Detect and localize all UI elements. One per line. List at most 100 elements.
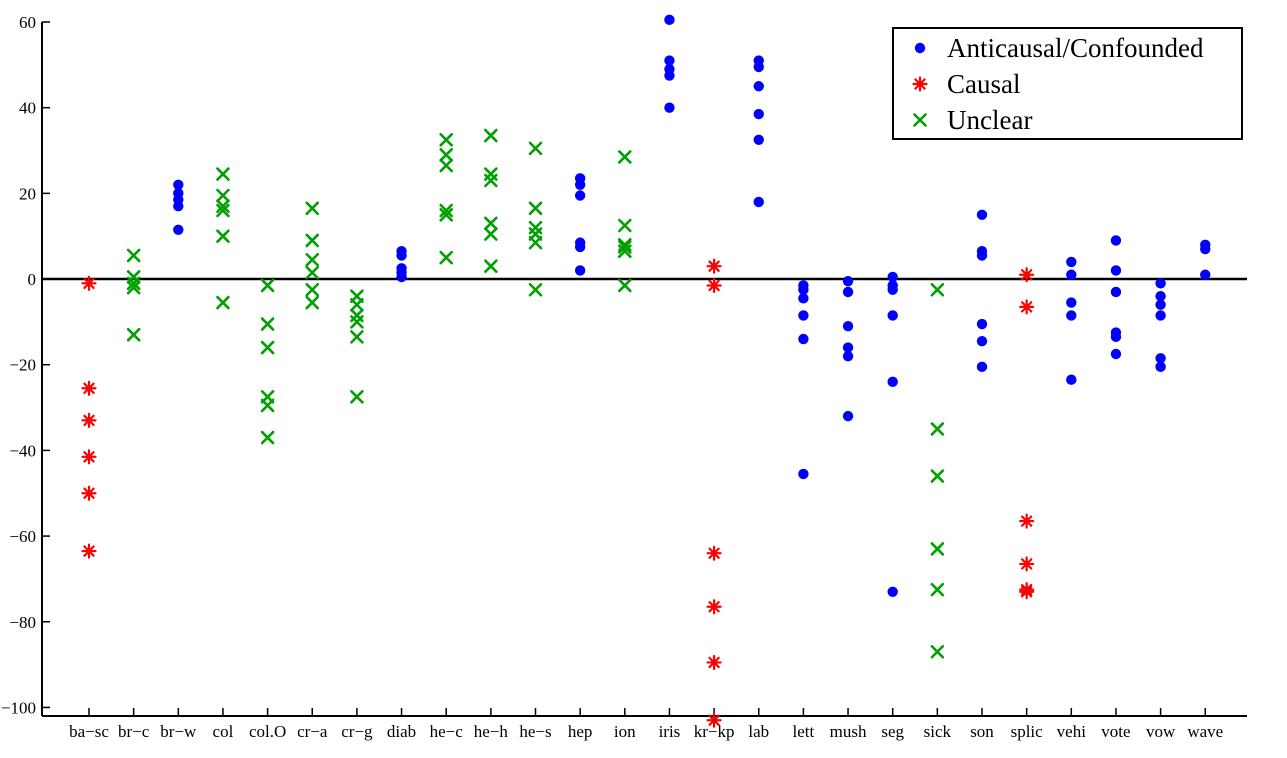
data-point-causal bbox=[81, 275, 97, 291]
x-tick-label: vote bbox=[1101, 722, 1130, 741]
data-point-unclear bbox=[216, 295, 230, 310]
legend-label-anticausal-confounded: Anticausal/Confounded bbox=[947, 33, 1204, 63]
data-point-anticausal-confounded bbox=[396, 271, 407, 283]
x-tick-label: sick bbox=[924, 722, 952, 741]
data-point-unclear bbox=[439, 158, 453, 173]
data-point-unclear bbox=[350, 330, 364, 344]
data-point-anticausal-confounded bbox=[1155, 310, 1166, 321]
data-point-causal bbox=[81, 380, 97, 396]
data-point-anticausal-confounded bbox=[798, 468, 809, 480]
x-axis-ticks: ba−sc br−c br−w col col.O cr−a cr−g diab he−c he−… bbox=[69, 708, 1223, 741]
x-tick-label: lab bbox=[748, 722, 769, 741]
data-point-anticausal-confounded bbox=[1155, 353, 1166, 364]
data-point-anticausal-confounded bbox=[753, 134, 764, 146]
data-point-causal bbox=[1019, 267, 1035, 283]
data-point-anticausal-confounded bbox=[1066, 297, 1077, 308]
data-point-unclear bbox=[484, 173, 498, 188]
y-tick-label: 60 bbox=[19, 13, 36, 32]
x-tick-label: he−h bbox=[474, 722, 509, 741]
data-point-causal bbox=[1019, 513, 1035, 529]
data-point-unclear bbox=[439, 133, 453, 147]
axes bbox=[41, 22, 1247, 717]
x-tick-label: ba−sc bbox=[69, 722, 109, 741]
x-tick-label: col bbox=[213, 722, 234, 741]
x-tick-label: son bbox=[970, 722, 994, 741]
data-point-unclear bbox=[350, 297, 364, 312]
data-point-unclear bbox=[528, 201, 543, 216]
data-point-causal bbox=[81, 412, 97, 429]
data-point-causal bbox=[706, 258, 722, 274]
data-point-anticausal-confounded bbox=[842, 350, 854, 362]
data-point-unclear bbox=[216, 167, 230, 181]
data-point-anticausal-confounded bbox=[753, 108, 764, 120]
data-point-unclear bbox=[216, 188, 230, 203]
data-point-causal bbox=[1019, 556, 1035, 572]
data-point-anticausal-confounded bbox=[1155, 290, 1166, 302]
data-point-anticausal-confounded bbox=[574, 179, 586, 190]
y-tick-label: −60 bbox=[9, 527, 36, 546]
data-point-unclear bbox=[305, 265, 320, 280]
data-point-unclear bbox=[126, 276, 141, 291]
data-point-unclear bbox=[260, 278, 275, 293]
data-point-anticausal-confounded bbox=[976, 209, 988, 220]
x-tick-label: cr−a bbox=[297, 722, 328, 741]
data-point-anticausal-confounded bbox=[1155, 299, 1166, 310]
data-point-unclear bbox=[528, 282, 543, 297]
data-point-anticausal-confounded bbox=[976, 361, 988, 373]
x-tick-label: ion bbox=[614, 722, 636, 741]
data-point-unclear bbox=[484, 128, 498, 143]
data-point-anticausal-confounded bbox=[753, 81, 764, 92]
data-point-unclear bbox=[528, 141, 543, 156]
data-point-unclear bbox=[305, 295, 320, 310]
data-point-causal bbox=[706, 277, 722, 294]
data-point-anticausal-confounded bbox=[842, 410, 854, 422]
data-point-anticausal-confounded bbox=[1110, 265, 1122, 276]
x-tick-label: cr−g bbox=[341, 722, 373, 741]
data-point-unclear bbox=[618, 150, 632, 164]
data-point-anticausal-confounded bbox=[1066, 374, 1077, 385]
x-tick-label: vehi bbox=[1057, 722, 1087, 741]
data-point-anticausal-confounded bbox=[664, 14, 675, 26]
data-point-causal bbox=[706, 654, 722, 671]
x-tick-label: mush bbox=[830, 722, 867, 741]
x-tick-label: kr−kp bbox=[694, 722, 735, 741]
y-axis-ticks: 60 40 20 0 −20 −40 −60 −80 −100 bbox=[1, 13, 50, 717]
data-point-unclear bbox=[930, 542, 945, 556]
data-point-anticausal-confounded bbox=[842, 320, 854, 332]
x-tick-label: col.O bbox=[249, 722, 286, 741]
legend-box bbox=[892, 27, 1243, 140]
data-point-unclear bbox=[350, 390, 364, 404]
data-point-anticausal-confounded bbox=[173, 179, 184, 190]
data-point-anticausal-confounded bbox=[976, 318, 988, 330]
data-point-anticausal-confounded bbox=[1110, 235, 1122, 246]
x-tick-label: splic bbox=[1011, 722, 1044, 741]
data-point-unclear bbox=[260, 340, 275, 355]
data-point-causal bbox=[81, 543, 97, 559]
data-point-causal bbox=[81, 449, 97, 465]
data-point-unclear bbox=[216, 199, 230, 214]
data-point-unclear bbox=[126, 248, 141, 263]
data-point-unclear bbox=[126, 327, 141, 342]
data-point-unclear bbox=[260, 317, 275, 331]
data-point-anticausal-confounded bbox=[753, 61, 764, 73]
data-point-anticausal-confounded bbox=[1066, 310, 1077, 321]
data-point-anticausal-confounded bbox=[574, 190, 586, 201]
data-point-anticausal-confounded bbox=[842, 342, 854, 353]
data-point-unclear bbox=[618, 218, 632, 233]
legend-marker-unclear bbox=[913, 113, 927, 127]
x-tick-label: br−c bbox=[118, 722, 150, 741]
data-point-unclear bbox=[484, 259, 498, 273]
x-tick-label: diab bbox=[387, 722, 416, 741]
x-tick-label: iris bbox=[659, 722, 681, 741]
legend-marker-anticausal-confounded bbox=[914, 42, 926, 54]
x-tick-label: he−s bbox=[519, 722, 551, 741]
x-tick-label: br−w bbox=[160, 722, 197, 741]
data-point-anticausal-confounded bbox=[842, 286, 854, 298]
data-point-unclear bbox=[216, 229, 230, 243]
data-point-anticausal-confounded bbox=[798, 284, 809, 295]
data-point-anticausal-confounded bbox=[1110, 348, 1122, 360]
data-point-anticausal-confounded bbox=[574, 265, 586, 276]
data-point-anticausal-confounded bbox=[1200, 243, 1211, 255]
data-point-anticausal-confounded bbox=[976, 250, 988, 261]
